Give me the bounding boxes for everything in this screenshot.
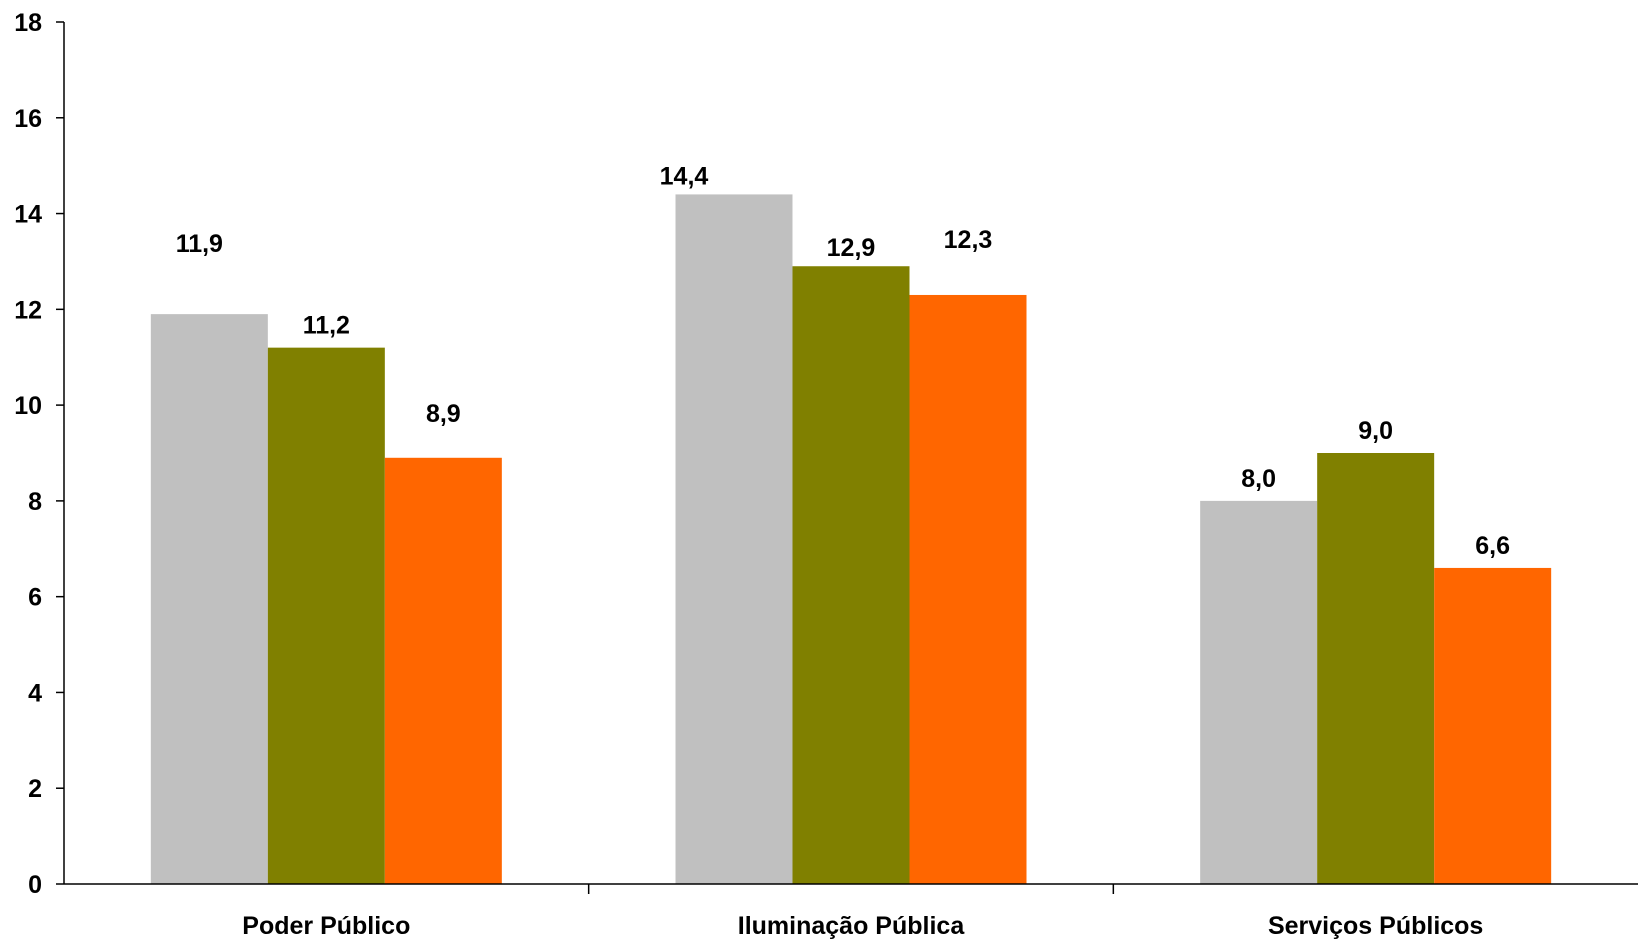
bar: [1200, 500, 1318, 884]
bar: [909, 294, 1027, 884]
y-tick-label: 0: [28, 871, 42, 899]
data-label: 11,2: [303, 312, 350, 340]
y-tick-label: 14: [14, 201, 42, 229]
data-label: 8,9: [426, 400, 461, 428]
bar: [150, 314, 268, 885]
y-tick-label: 10: [14, 392, 42, 420]
bar: [1317, 453, 1435, 884]
bar: [792, 266, 910, 884]
y-tick-label: 12: [14, 296, 42, 324]
y-tick-label: 4: [28, 679, 42, 707]
y-tick-label: 8: [28, 488, 42, 516]
y-tick-label: 16: [14, 105, 42, 133]
bar: [384, 457, 502, 884]
x-tick-label: Serviços Públicos: [1268, 912, 1483, 940]
bar: [675, 194, 793, 884]
data-label: 11,9: [176, 230, 223, 258]
data-label: 12,9: [827, 234, 876, 262]
bars-layer: [150, 194, 1552, 885]
y-axis: 0 2 4 6 8 10 12 14 16 18: [14, 9, 65, 899]
data-label: 9,0: [1358, 417, 1393, 445]
x-tick-label: Iluminação Pública: [738, 912, 966, 940]
bar: [1434, 567, 1552, 884]
data-labels-layer: 11,9 11,2 8,9 14,4 12,9 12,3 8,0 9,0 6,6: [176, 162, 1510, 560]
y-tick-label: 6: [28, 584, 42, 612]
bar: [267, 347, 385, 885]
x-tick-label: Poder Público: [242, 912, 410, 940]
y-tick-label: 2: [28, 775, 42, 803]
data-label: 6,6: [1475, 532, 1510, 560]
data-label: 8,0: [1241, 465, 1276, 493]
y-tick-label: 18: [14, 9, 42, 37]
data-label: 14,4: [660, 162, 709, 190]
data-label: 12,3: [944, 226, 993, 254]
x-axis: Poder Público Iluminação Pública Serviços …: [64, 883, 1638, 940]
